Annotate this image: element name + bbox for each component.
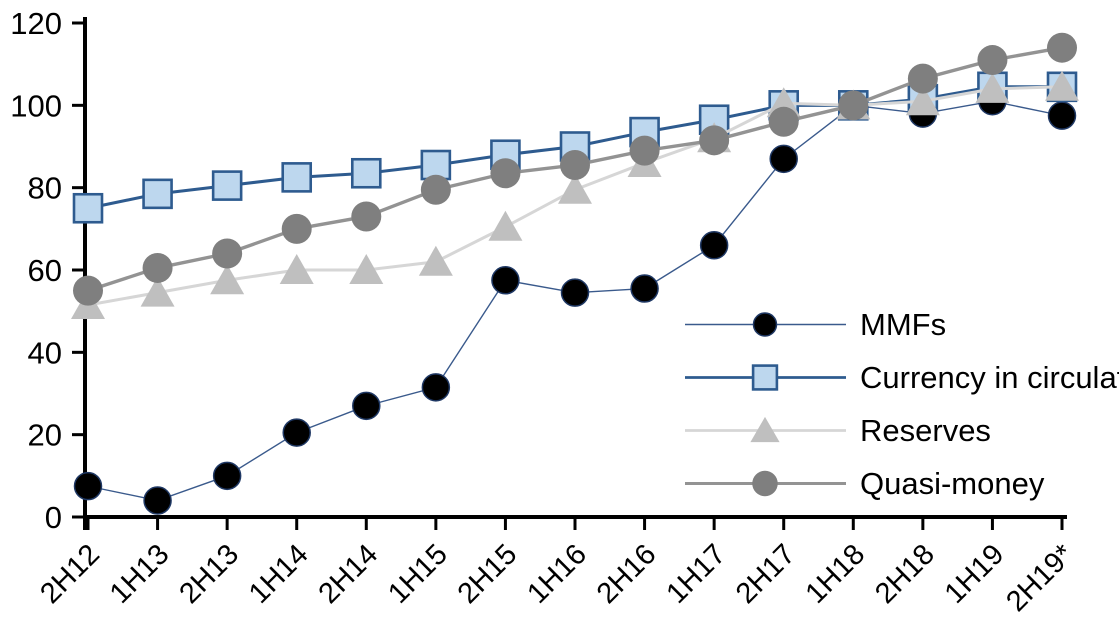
data-point-marker xyxy=(905,85,940,116)
data-point-marker xyxy=(629,135,660,166)
data-point-marker xyxy=(1047,32,1077,63)
legend-marker-reserves-icon xyxy=(685,416,846,443)
x-tick-label: 1H19 xyxy=(939,538,1011,610)
data-point-marker xyxy=(350,157,382,189)
data-point-marker xyxy=(210,264,245,295)
x-tick-label: 2H13 xyxy=(173,538,245,610)
x-tick-label: 2H18 xyxy=(869,538,941,610)
x-tick-label: 2H14 xyxy=(313,538,385,610)
data-point-marker xyxy=(1045,70,1079,101)
x-tick-label: 1H13 xyxy=(104,538,176,610)
data-point-marker xyxy=(212,238,243,269)
data-point-marker xyxy=(560,278,590,307)
y-tick-label: 100 xyxy=(10,88,62,123)
legend-item-quasi-money: Quasi-money xyxy=(683,467,1119,500)
legend-item-reserves: Reserves xyxy=(683,414,1119,447)
data-point-marker xyxy=(420,174,451,205)
data-point-marker xyxy=(630,274,659,303)
legend-marker xyxy=(752,470,778,497)
data-point-marker xyxy=(279,254,314,284)
x-tick-label: 1H14 xyxy=(243,538,315,610)
x-tick-label: 1H15 xyxy=(382,538,454,610)
data-point-marker xyxy=(142,178,173,210)
data-point-marker xyxy=(769,144,798,174)
data-point-marker xyxy=(490,158,521,189)
data-point-marker xyxy=(142,252,173,283)
legend-label-quasi-money: Quasi-money xyxy=(860,466,1045,501)
legend-marker-mmfs-icon xyxy=(685,312,846,337)
y-tick-label: 120 xyxy=(10,6,62,41)
legend-label-reserves: Reserves xyxy=(860,413,991,448)
legend-item-currency: Currency in circulation xyxy=(683,361,1119,394)
data-point-marker xyxy=(975,72,1010,103)
data-point-marker xyxy=(212,461,242,491)
data-point-marker xyxy=(281,162,313,193)
x-tick-label: 1H16 xyxy=(521,538,593,610)
data-point-marker xyxy=(351,201,382,232)
data-point-marker xyxy=(418,245,453,276)
y-tick-label: 40 xyxy=(28,335,62,370)
legend-label-currency: Currency in circulation xyxy=(860,360,1119,395)
legend-marker-quasi-money-icon xyxy=(685,470,846,497)
y-tick-label: 0 xyxy=(45,500,62,535)
data-point-marker xyxy=(282,418,311,447)
data-point-marker xyxy=(421,373,451,402)
data-point-marker xyxy=(491,266,520,295)
series-quasi-money xyxy=(73,32,1077,306)
data-point-marker xyxy=(349,254,384,284)
x-tick-label: 1H17 xyxy=(660,538,732,610)
data-point-marker xyxy=(907,63,938,94)
legend-label-mmfs: MMFs xyxy=(860,307,947,342)
legend-marker xyxy=(750,416,780,443)
legend-marker-currency-icon xyxy=(685,364,846,391)
legend: MMFs Currency in circulation Reserves Qu… xyxy=(683,308,1119,500)
y-tick-label: 20 xyxy=(28,418,62,453)
x-tick-label: 2H17 xyxy=(730,538,802,610)
data-point-marker xyxy=(211,170,243,201)
data-point-marker xyxy=(1047,101,1077,130)
data-point-marker xyxy=(140,276,175,307)
data-point-marker xyxy=(73,275,103,306)
data-point-marker xyxy=(558,173,592,204)
x-tick-label: 2H12 xyxy=(34,538,106,610)
y-tick-label: 80 xyxy=(28,171,62,206)
legend-item-mmfs: MMFs xyxy=(683,308,1119,341)
data-point-marker xyxy=(699,231,729,260)
x-tick-label: 2H15 xyxy=(452,538,524,610)
data-point-marker xyxy=(977,45,1008,76)
x-tick-label: 1H18 xyxy=(800,538,872,610)
y-tick-label: 60 xyxy=(28,253,62,288)
data-point-marker xyxy=(488,210,523,241)
data-point-marker xyxy=(838,90,869,121)
data-point-marker xyxy=(768,106,799,137)
x-tick-label: 2H16 xyxy=(591,538,663,610)
data-point-marker xyxy=(281,213,312,244)
data-point-marker xyxy=(72,192,104,224)
x-tick-label: 2H19* xyxy=(1000,538,1080,618)
data-point-marker xyxy=(560,150,590,181)
data-point-marker xyxy=(699,125,730,156)
data-point-marker xyxy=(73,471,103,501)
legend-marker xyxy=(752,312,778,337)
legend-marker xyxy=(751,364,779,391)
data-point-marker xyxy=(352,391,381,421)
data-point-marker xyxy=(143,486,172,515)
